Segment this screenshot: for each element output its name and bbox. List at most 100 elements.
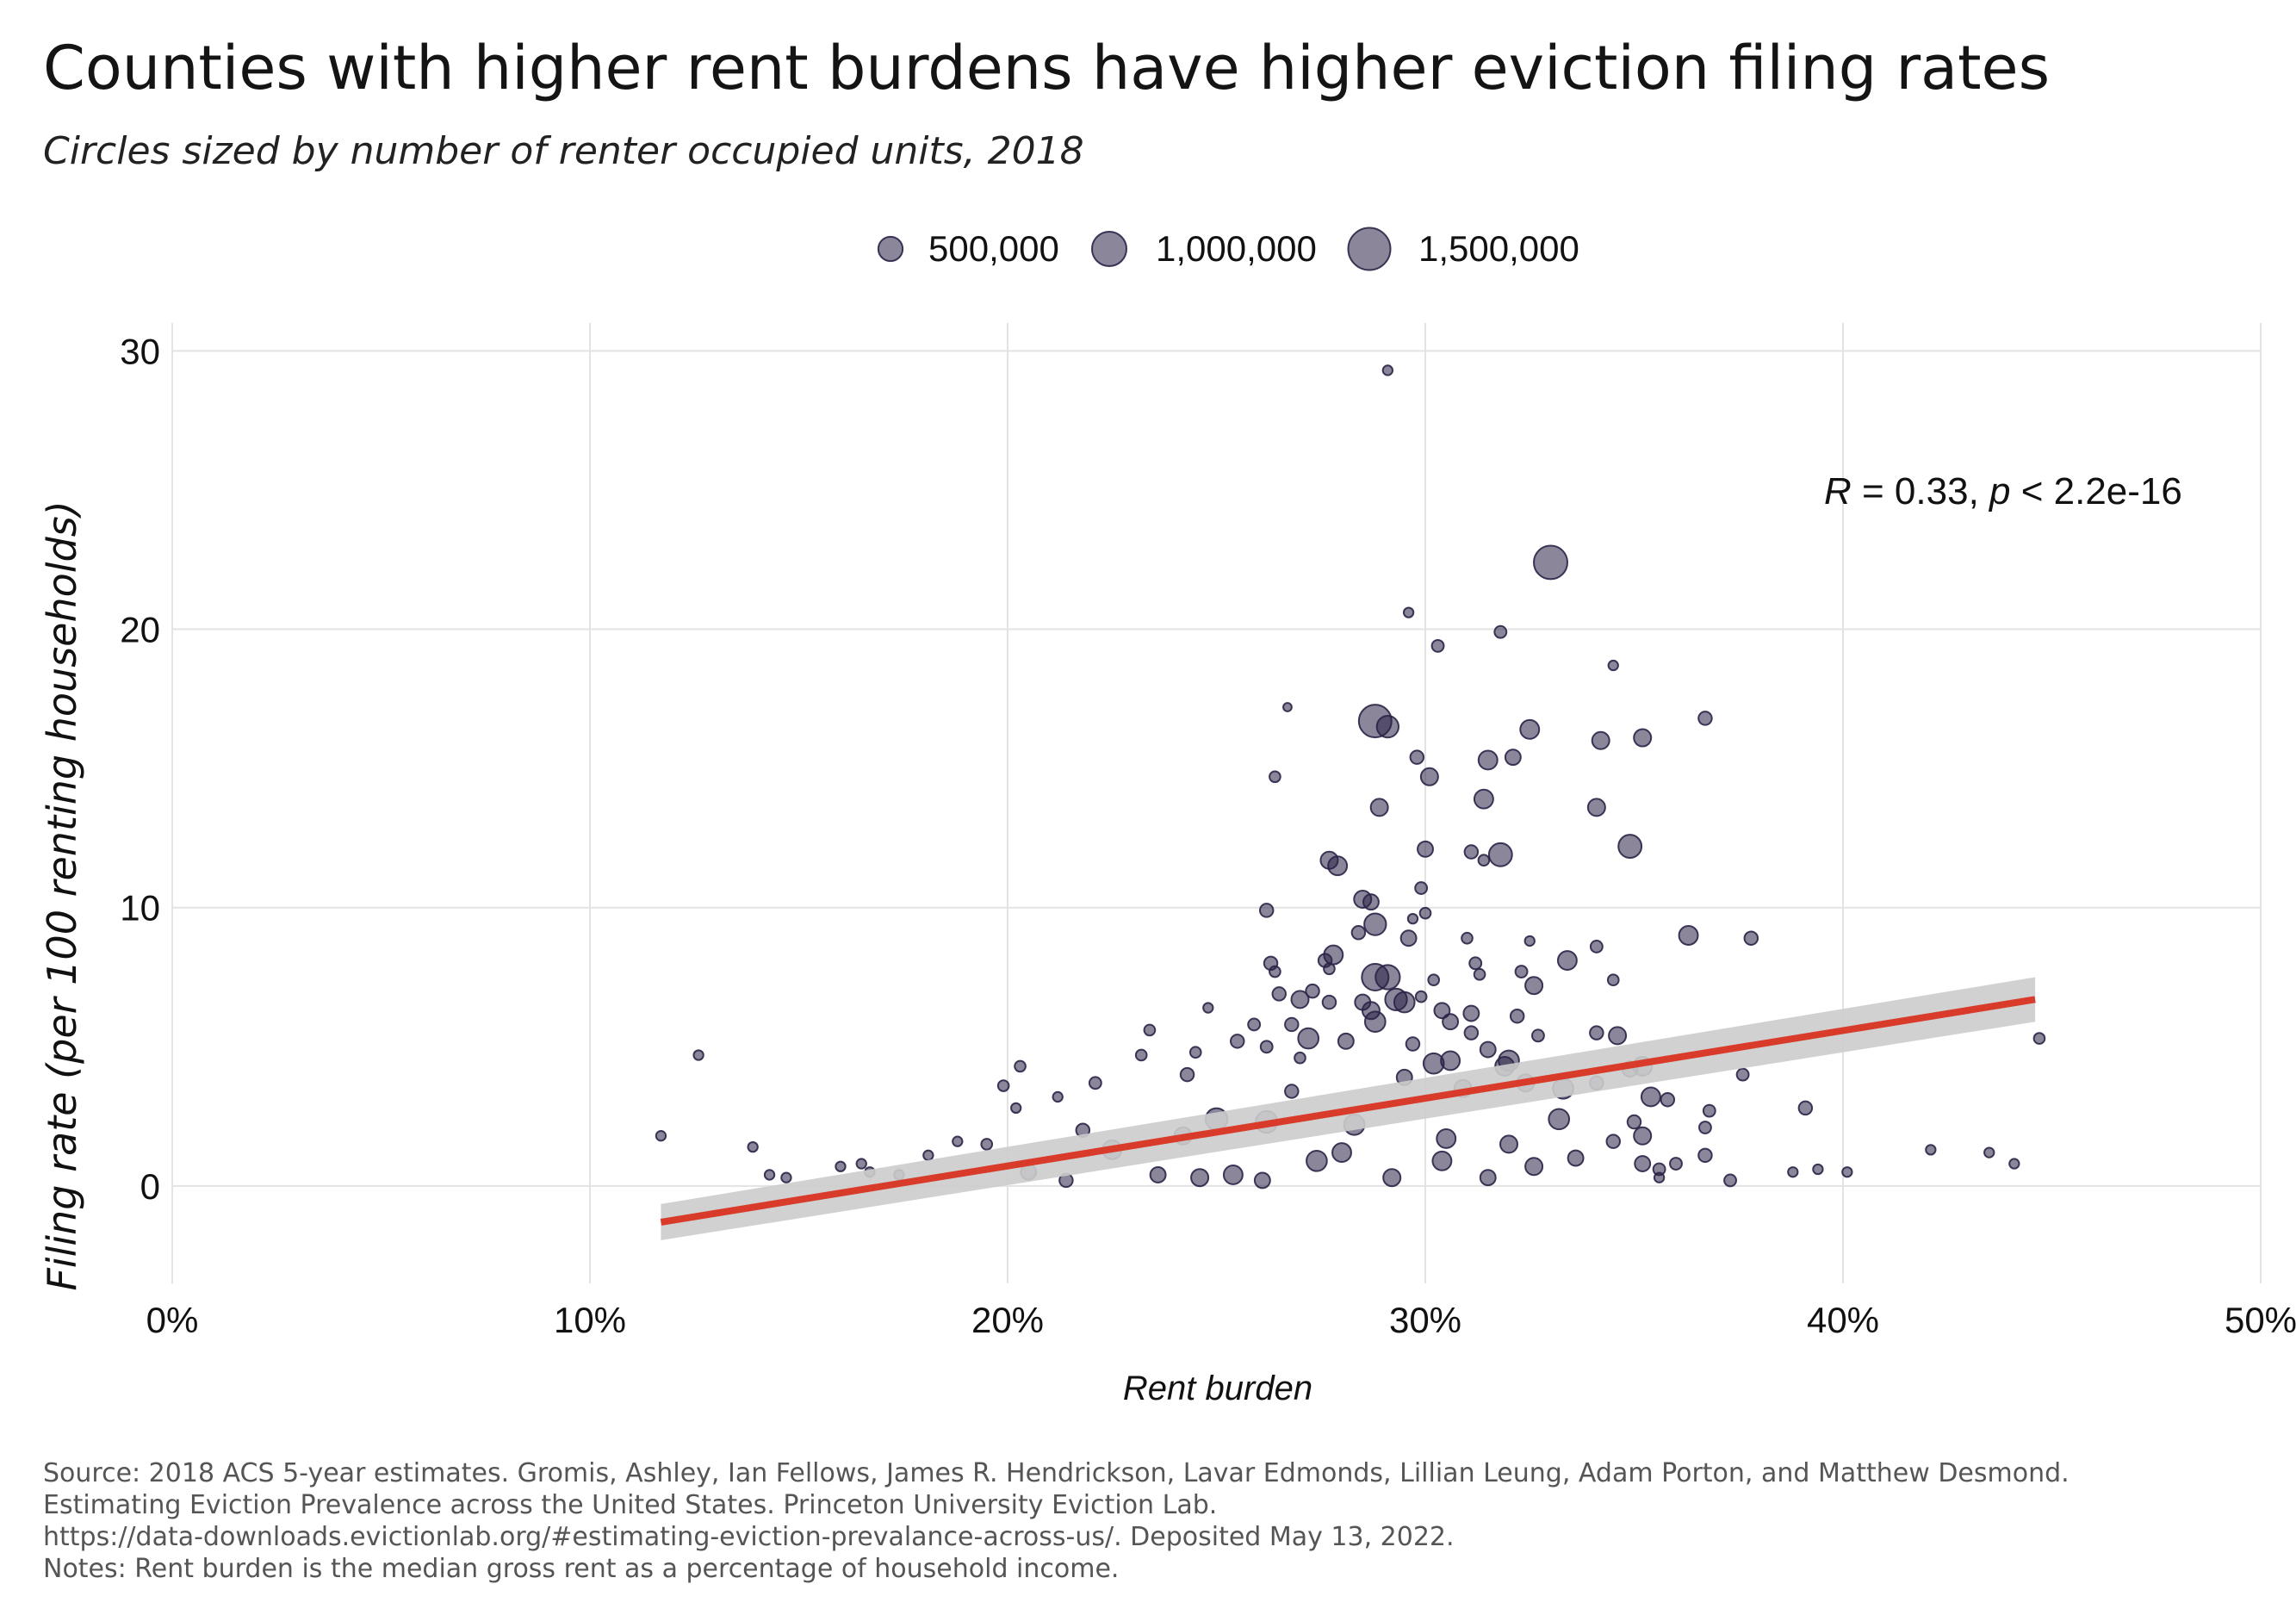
data-point	[1608, 1026, 1628, 1046]
data-point	[763, 1169, 776, 1181]
data-point	[922, 1149, 934, 1161]
data-point	[1463, 1025, 1480, 1040]
data-point	[1405, 1036, 1421, 1052]
data-point	[1179, 1066, 1195, 1083]
data-point	[1399, 929, 1418, 947]
data-point	[1297, 1027, 1320, 1050]
data-point	[2008, 1158, 2020, 1170]
data-point	[1419, 767, 1439, 786]
correlation-annotation: R = 0.33, p < 2.2e-16	[1824, 470, 2182, 512]
data-point	[1417, 840, 1434, 858]
data-point	[1925, 1144, 1937, 1156]
data-point	[1640, 1086, 1661, 1108]
data-point	[1382, 1168, 1402, 1188]
y-tick-label: 30	[120, 331, 160, 371]
x-tick-label: 40%	[1807, 1300, 1879, 1340]
data-point	[1617, 834, 1643, 860]
data-point	[1305, 983, 1320, 999]
plot-area	[171, 323, 2262, 1283]
data-point	[1473, 967, 1486, 981]
data-point	[1190, 1168, 1210, 1188]
data-point	[1461, 931, 1474, 945]
data-point	[1143, 1023, 1157, 1037]
data-point	[835, 1160, 847, 1172]
data-point	[1258, 903, 1275, 918]
data-point	[1375, 714, 1399, 739]
data-point	[2032, 1032, 2046, 1045]
data-point	[1436, 1127, 1457, 1149]
data-point	[1634, 1155, 1652, 1172]
data-point	[1284, 1016, 1300, 1033]
y-tick-label: 20	[120, 610, 160, 650]
data-point	[855, 1158, 867, 1170]
data-point	[1188, 1046, 1202, 1059]
data-point	[1524, 976, 1544, 996]
legend-circle	[1091, 231, 1127, 267]
data-point	[1381, 364, 1394, 376]
data-point	[1088, 1076, 1102, 1090]
data-point	[1306, 1149, 1328, 1172]
data-point	[1052, 1090, 1064, 1103]
footer-line: Notes: Rent burden is the median gross r…	[43, 1554, 1120, 1584]
legend-label: 500,000	[928, 228, 1059, 269]
data-point	[996, 1079, 1010, 1092]
data-point	[1442, 1013, 1460, 1031]
data-point	[1669, 1157, 1683, 1171]
data-point	[1402, 606, 1415, 618]
footer-line: Source: 2018 ACS 5-year estimates. Gromi…	[43, 1458, 2070, 1488]
data-point	[1531, 1028, 1545, 1043]
data-point	[1350, 925, 1367, 941]
data-point	[1493, 624, 1508, 639]
chart-subtitle: Circles sized by number of renter occupi…	[43, 129, 1084, 173]
data-point	[980, 1138, 994, 1151]
data-point	[1374, 964, 1401, 991]
data-point	[1363, 912, 1387, 936]
legend-circle	[1347, 227, 1392, 271]
x-tick-label: 0%	[146, 1300, 199, 1340]
data-point	[1519, 718, 1541, 740]
data-point	[1409, 749, 1425, 765]
data-point	[1548, 1108, 1571, 1131]
data-point	[1812, 1163, 1824, 1176]
data-point	[1743, 930, 1759, 946]
size-legend: 500,000 1,000,000 1,500,000	[877, 227, 1579, 271]
data-point	[1230, 1034, 1245, 1049]
data-point	[1134, 1048, 1148, 1062]
data-point	[1479, 1040, 1497, 1059]
data-point	[1606, 973, 1620, 987]
footer-line: https://data-downloads.evictionlab.org/#…	[43, 1522, 1455, 1552]
data-point	[1253, 1171, 1271, 1190]
data-point	[747, 1140, 759, 1153]
data-point	[1473, 788, 1494, 810]
data-point	[1269, 965, 1281, 978]
data-point	[1463, 844, 1480, 860]
data-point	[1247, 1017, 1262, 1032]
data-point	[1014, 1059, 1027, 1073]
data-point	[1533, 544, 1568, 581]
axes: 0% 10% 20% 30% 40% 50% 0 10 20 30	[120, 331, 2296, 1340]
regression-layer	[660, 977, 2036, 1240]
data-point	[1499, 1134, 1518, 1154]
x-axis-label: Rent burden	[1123, 1370, 1312, 1407]
data-point	[1702, 1103, 1716, 1118]
data-point	[1282, 702, 1293, 712]
data-point	[1418, 906, 1432, 920]
data-point	[1477, 854, 1491, 867]
data-point	[692, 1049, 704, 1061]
data-point	[1523, 935, 1536, 947]
data-point	[952, 1135, 964, 1147]
data-point	[1414, 881, 1429, 896]
data-point	[1487, 842, 1513, 867]
data-point	[1524, 1157, 1544, 1177]
regression-line	[660, 996, 2036, 1226]
data-point	[1290, 990, 1310, 1009]
data-point	[1269, 770, 1281, 784]
data-point	[1362, 893, 1380, 911]
data-point	[1369, 798, 1389, 817]
data-point	[1431, 1150, 1453, 1171]
data-point	[1259, 1040, 1274, 1054]
data-point	[1605, 1134, 1621, 1149]
data-point	[1393, 991, 1416, 1014]
data-point	[1327, 855, 1349, 877]
data-point	[1589, 940, 1604, 953]
